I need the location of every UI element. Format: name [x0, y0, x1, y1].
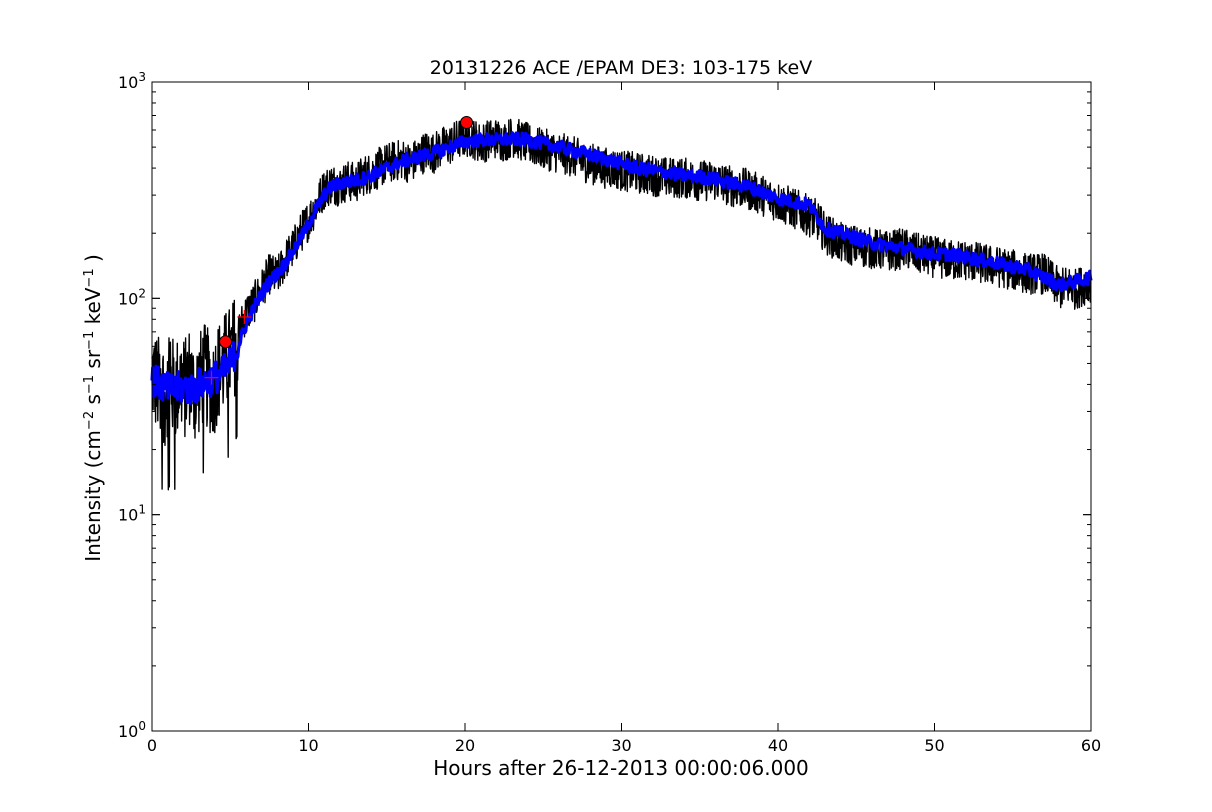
- y-axis-label-unit-sr: sr: [81, 349, 105, 375]
- x-tick-label: 0: [147, 736, 157, 755]
- cross-marker: [237, 309, 252, 324]
- y-axis-label: Intensity (cm−2 s−1 sr−1 keV−1 ): [81, 254, 105, 562]
- plot-area: [150, 81, 1093, 732]
- chart-title: 20131226 ACE /EPAM DE3: 103-175 keV: [430, 57, 812, 79]
- cross-marker: [204, 370, 219, 385]
- x-tick-label: 60: [1081, 736, 1101, 755]
- circle-marker: [219, 335, 233, 349]
- x-tick-label: 50: [924, 736, 944, 755]
- y-axis-label-exp4: −1: [82, 268, 97, 287]
- tick-layer: [151, 81, 1092, 732]
- y-axis-label-close: ): [81, 254, 105, 268]
- y-axis-label-exp2: −1: [82, 375, 97, 394]
- y-axis-label-exp1: −2: [82, 411, 97, 430]
- x-tick-label: 20: [455, 736, 475, 755]
- y-tick-label: 100: [118, 719, 146, 741]
- raw-intensity-series: [151, 117, 1092, 491]
- x-tick-label: 30: [611, 736, 631, 755]
- y-axis-label-exp3: −1: [82, 331, 97, 350]
- x-tick-label: 40: [768, 736, 788, 755]
- y-axis-label-unit-kev: keV: [81, 287, 105, 331]
- marker-layer: [204, 115, 474, 385]
- y-axis-label-main: Intensity (cm: [81, 430, 105, 562]
- y-axis-label-unit-s: s: [81, 394, 105, 411]
- y-tick-label: 103: [118, 70, 146, 92]
- data-layer: [150, 117, 1093, 491]
- y-tick-labels: 100 101 102 103: [118, 70, 146, 741]
- x-axis-label: Hours after 26-12-2013 00:00:06.000: [433, 756, 809, 780]
- circle-marker: [460, 115, 474, 129]
- y-tick-label: 101: [118, 503, 146, 525]
- x-tick-labels: 0 10 20 30 40 50 60: [147, 736, 1101, 755]
- x-tick-label: 10: [298, 736, 318, 755]
- y-tick-label: 102: [118, 286, 146, 308]
- smoothed-intensity-series: [150, 131, 1093, 405]
